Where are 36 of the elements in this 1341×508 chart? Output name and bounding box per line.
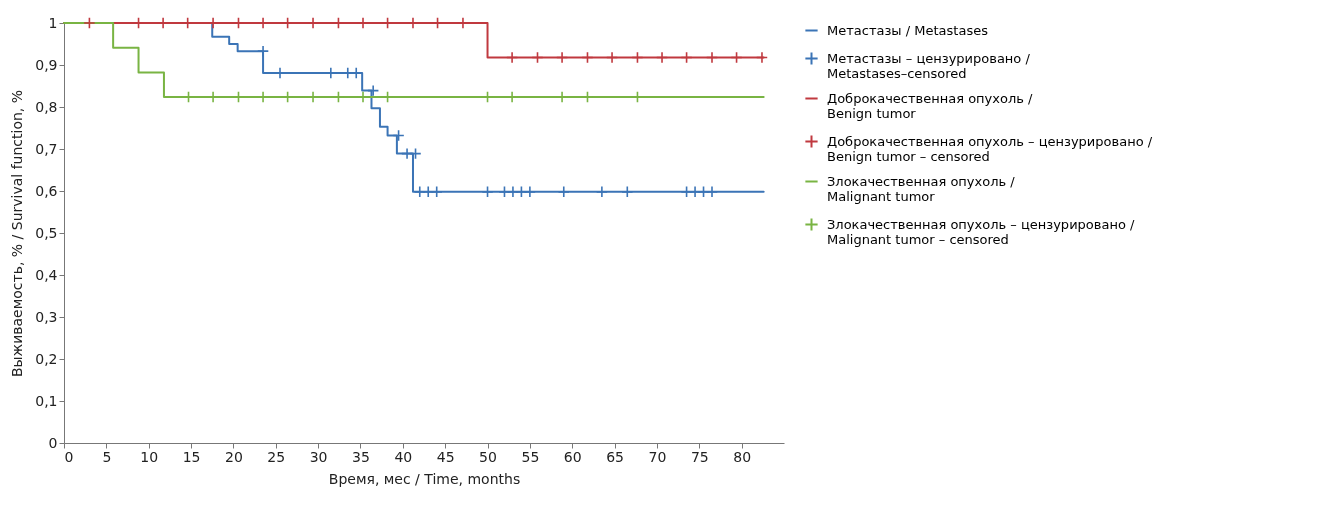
x-tick-label: 80 <box>733 448 752 465</box>
x-tick-label: 30 <box>309 448 328 465</box>
x-tick-label: 0 <box>64 448 74 465</box>
y-axis-title: Выживаемость, % / Survival function, % <box>9 89 26 378</box>
x-tick-label: 25 <box>267 448 286 465</box>
y-tick-label: 0,8 <box>35 98 58 115</box>
x-tick-label: 70 <box>648 448 667 465</box>
legend-label: Метастазы / Metastases <box>827 22 989 38</box>
x-tick-label: 45 <box>436 448 455 465</box>
x-tick-label: 55 <box>521 448 540 465</box>
y-tick-label: 0 <box>48 434 58 451</box>
x-tick-label: 75 <box>690 448 709 465</box>
y-tick-label: 0,3 <box>35 308 58 325</box>
legend-label: Доброкачественная опухоль / Benign tumor <box>827 90 1034 121</box>
y-tick-label: 0,2 <box>35 350 58 367</box>
x-tick-label: 20 <box>225 448 243 465</box>
y-tick-label: 1 <box>48 14 58 31</box>
x-tick-label: 60 <box>563 448 582 465</box>
x-tick-label: 35 <box>352 448 370 465</box>
y-tick-label: 0,9 <box>35 56 58 73</box>
y-tick-label: 0,7 <box>35 140 58 157</box>
legend-label: Злокачественная опухоль / Malignant tumor <box>827 173 1016 204</box>
y-tick-label: 0,4 <box>35 266 58 283</box>
x-tick-label: 10 <box>140 448 159 465</box>
legend-label: Злокачественная опухоль – цензурировано / Malignant tumor – censored <box>827 216 1135 247</box>
x-tick-label: 15 <box>182 448 201 465</box>
x-tick-label: 65 <box>606 448 624 465</box>
y-tick-label: 0,1 <box>35 392 58 409</box>
x-tick-label: 50 <box>479 448 497 465</box>
y-tick-label: 0,6 <box>35 182 58 199</box>
legend-label: Метастазы – цензурировано / Metastases–censored <box>827 50 1031 81</box>
x-axis-title: Время, мес / Time, months <box>328 470 521 487</box>
x-tick-label: 40 <box>394 448 413 465</box>
legend-label: Доброкачественная опухоль – цензурировано / Benign tumor – censored <box>827 133 1153 164</box>
x-tick-label: 5 <box>102 448 112 465</box>
y-tick-label: 0,5 <box>35 224 58 241</box>
